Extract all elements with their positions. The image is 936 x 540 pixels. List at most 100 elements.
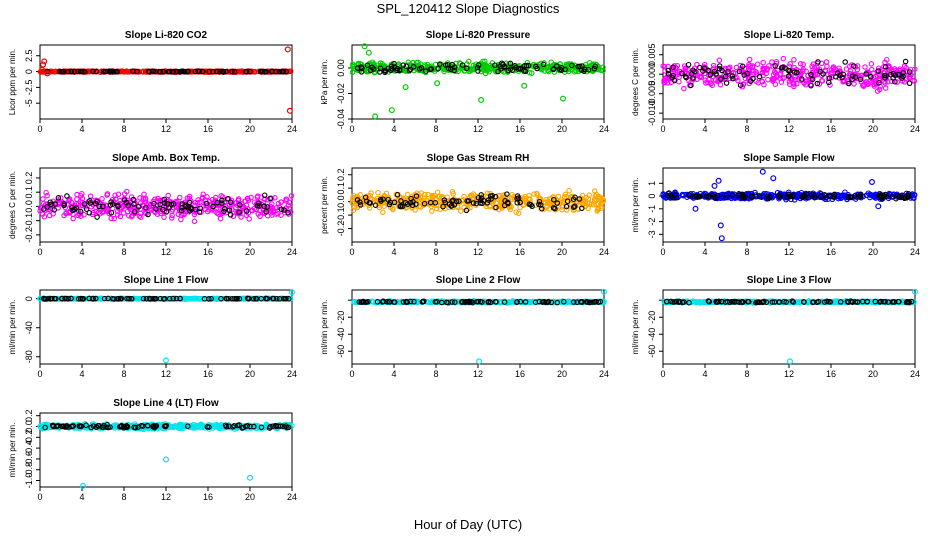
panel-title: Slope Amb. Box Temp. <box>112 153 220 164</box>
data-point <box>169 208 175 215</box>
data-point-black <box>112 69 118 75</box>
data-point <box>458 208 464 214</box>
data-point-black <box>569 62 575 69</box>
data-point-black <box>882 64 889 70</box>
data-point <box>486 69 492 75</box>
data-point <box>551 69 558 75</box>
panel-3: Slope Li-820 Temp.0 4 8 12 16 20 24-0.010-0.00… <box>631 30 920 134</box>
panel-title: Slope Li-820 Pressure <box>426 30 531 41</box>
data-point-black <box>671 77 678 84</box>
data-point-black <box>243 208 250 214</box>
data-point-black <box>264 204 271 210</box>
x-tick-label: 4 <box>702 369 707 379</box>
data-point-black <box>722 73 729 80</box>
data-point-black <box>410 64 417 70</box>
data-point-black <box>554 63 560 69</box>
data-point <box>907 74 913 81</box>
data-point-black <box>697 64 703 71</box>
data-point <box>811 64 818 71</box>
data-point <box>712 77 719 83</box>
data-point-black <box>670 64 676 70</box>
x-tick-label: 16 <box>203 492 213 502</box>
x-tick-label: 20 <box>557 369 567 379</box>
data-point-black <box>114 69 120 75</box>
data-point-black <box>261 69 268 75</box>
data-point <box>115 191 122 198</box>
data-point-black <box>358 64 364 70</box>
data-point <box>121 69 128 75</box>
data-point <box>545 67 551 74</box>
data-point <box>234 209 240 216</box>
y-tick-label: -0.1 <box>336 207 346 223</box>
data-points <box>349 187 607 216</box>
x-tick-label: 16 <box>203 369 213 379</box>
outlier-point <box>875 203 882 210</box>
data-point-black <box>236 202 243 208</box>
data-point-black <box>178 207 185 214</box>
data-point <box>827 82 833 88</box>
data-point-black <box>108 199 114 205</box>
data-point-black <box>729 73 736 79</box>
data-point-black <box>895 71 902 78</box>
x-tick-label: 24 <box>287 124 297 134</box>
data-point <box>760 67 766 73</box>
outlier-point <box>388 107 395 114</box>
data-point <box>889 78 895 85</box>
data-point-black <box>77 208 84 215</box>
x-tick-label: 20 <box>245 124 255 134</box>
data-point-black <box>475 68 481 74</box>
data-point <box>255 193 261 199</box>
data-point <box>703 80 709 86</box>
data-point-black <box>689 71 695 77</box>
data-point <box>152 209 158 216</box>
data-point <box>124 69 131 75</box>
data-point-black <box>890 75 896 81</box>
data-point-black <box>188 205 194 211</box>
data-point-black <box>846 80 852 87</box>
data-point-black <box>407 66 414 73</box>
data-point <box>275 211 281 217</box>
data-point <box>661 79 668 86</box>
x-tick-label: 20 <box>868 247 878 257</box>
x-tick-label: 0 <box>37 247 42 257</box>
data-point <box>449 189 456 195</box>
data-point <box>93 204 99 211</box>
data-point <box>124 188 130 195</box>
data-point <box>759 79 766 85</box>
data-point-black <box>210 203 216 210</box>
data-point-black <box>52 201 59 207</box>
data-point-black <box>100 203 106 210</box>
data-point <box>529 70 535 76</box>
data-point-black <box>791 69 798 75</box>
x-tick-label: 0 <box>349 124 354 134</box>
data-point-black <box>71 68 78 75</box>
data-point <box>260 199 267 206</box>
y-tick-label: 0.1 <box>24 186 34 199</box>
x-tick-label: 20 <box>245 492 255 502</box>
data-point-black <box>688 82 694 89</box>
data-point-black <box>900 73 906 80</box>
y-tick-label: -5 <box>24 99 34 107</box>
data-point-black <box>261 203 267 209</box>
data-point <box>126 212 132 219</box>
data-point <box>178 216 184 223</box>
y-tick-label: 1 <box>647 181 657 186</box>
data-point <box>273 211 279 217</box>
data-point-black <box>143 204 149 211</box>
data-point-black <box>135 204 142 210</box>
x-tick-label: 24 <box>910 247 920 257</box>
y-tick-label: 0 <box>24 69 34 74</box>
data-point <box>836 75 843 81</box>
data-point-black <box>377 65 384 72</box>
panel-title: Slope Line 2 Flow <box>436 275 521 286</box>
data-point-black <box>799 76 805 82</box>
data-point <box>375 189 381 196</box>
data-point <box>165 192 171 199</box>
data-point <box>832 66 839 73</box>
data-point-black <box>512 63 518 69</box>
data-point-black <box>145 68 152 75</box>
